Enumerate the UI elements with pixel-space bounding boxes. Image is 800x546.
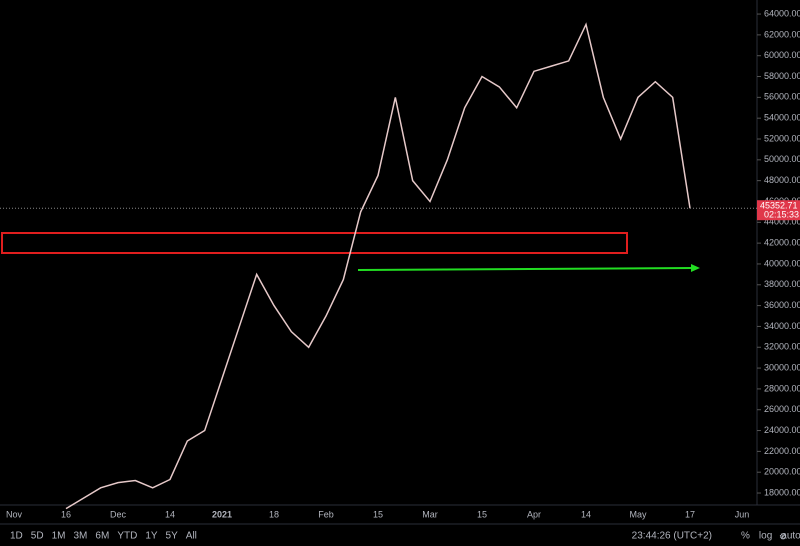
x-tick-label: 17 — [685, 509, 695, 519]
y-tick-label: 38000.00 — [764, 279, 800, 289]
x-tick-label: 14 — [581, 509, 591, 519]
y-tick-label: 60000.00 — [764, 50, 800, 60]
range-button[interactable]: YTD — [117, 531, 137, 542]
y-tick-label: 48000.00 — [764, 175, 800, 185]
range-button[interactable]: All — [186, 531, 197, 542]
y-tick-label: 36000.00 — [764, 300, 800, 310]
x-tick-label: 16 — [61, 509, 71, 519]
x-tick-label: Jun — [735, 509, 750, 519]
countdown-label: 02:15:33 — [764, 210, 799, 220]
x-tick-label: 15 — [477, 509, 487, 519]
scale-option[interactable]: log — [759, 531, 772, 542]
y-tick-label: 62000.00 — [764, 29, 800, 39]
scale-option[interactable]: auto — [781, 531, 800, 542]
y-tick-label: 44000.00 — [764, 217, 800, 227]
x-tick-label: May — [629, 509, 647, 519]
range-button[interactable]: 5Y — [166, 531, 179, 542]
y-tick-label: 40000.00 — [764, 258, 800, 268]
y-tick-label: 28000.00 — [764, 383, 800, 393]
y-tick-label: 32000.00 — [764, 342, 800, 352]
y-tick-label: 58000.00 — [764, 71, 800, 81]
range-button[interactable]: 1M — [52, 531, 66, 542]
arrow-head — [691, 264, 700, 272]
x-tick-label: Mar — [422, 509, 438, 519]
y-tick-label: 20000.00 — [764, 467, 800, 477]
y-tick-label: 24000.00 — [764, 425, 800, 435]
y-tick-label: 42000.00 — [764, 238, 800, 248]
range-button[interactable]: 5D — [31, 531, 44, 542]
y-tick-label: 50000.00 — [764, 154, 800, 164]
y-tick-label: 34000.00 — [764, 321, 800, 331]
price-line — [65, 22, 691, 510]
y-tick-label: 22000.00 — [764, 446, 800, 456]
x-tick-label: 18 — [269, 509, 279, 519]
x-tick-label: 2021 — [212, 509, 232, 519]
x-tick-label: Apr — [527, 509, 541, 519]
y-tick-label: 64000.00 — [764, 8, 800, 18]
arrow — [357, 267, 694, 271]
last-price-tag — [757, 200, 800, 221]
last-price-label: 45352.71 — [760, 201, 798, 211]
range-button[interactable]: 1Y — [145, 531, 158, 542]
range-button[interactable]: 3M — [74, 531, 88, 542]
scale-option[interactable]: % — [741, 531, 750, 542]
x-tick-label: Dec — [110, 509, 127, 519]
x-tick-label: Feb — [318, 509, 334, 519]
range-button[interactable]: 6M — [95, 531, 109, 542]
range-button[interactable]: 1D — [10, 531, 23, 542]
y-tick-label: 52000.00 — [764, 133, 800, 143]
settings-icon[interactable]: ⚙ — [779, 531, 787, 541]
y-tick-label: 30000.00 — [764, 362, 800, 372]
highlight-box — [1, 232, 628, 254]
x-tick-label: 15 — [373, 509, 383, 519]
y-tick-label: 26000.00 — [764, 404, 800, 414]
y-tick-label: 54000.00 — [764, 113, 800, 123]
x-tick-label: Nov — [6, 509, 23, 519]
x-tick-label: 14 — [165, 509, 175, 519]
y-tick-label: 18000.00 — [764, 487, 800, 497]
y-tick-label: 56000.00 — [764, 92, 800, 102]
clock: 23:44:26 (UTC+2) — [632, 531, 712, 542]
